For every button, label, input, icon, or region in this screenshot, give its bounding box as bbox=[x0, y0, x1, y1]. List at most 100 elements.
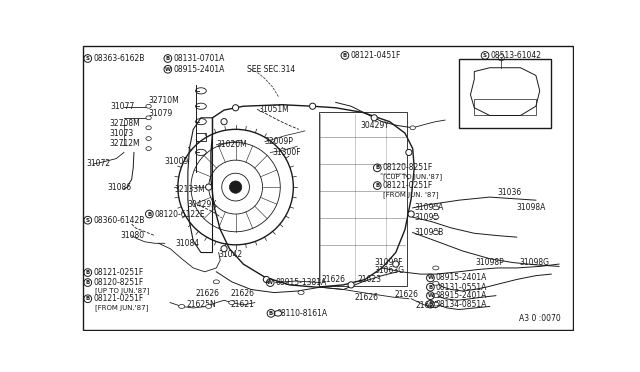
Text: 31098F: 31098F bbox=[374, 258, 403, 267]
Ellipse shape bbox=[213, 280, 220, 284]
Text: 21625: 21625 bbox=[416, 301, 440, 310]
Text: B: B bbox=[147, 212, 152, 217]
Ellipse shape bbox=[433, 231, 439, 234]
Text: 31063G: 31063G bbox=[374, 266, 404, 275]
Text: B: B bbox=[375, 165, 380, 170]
Text: 21621: 21621 bbox=[231, 299, 255, 309]
Text: [FROM JUN.'87]: [FROM JUN.'87] bbox=[95, 304, 149, 311]
Circle shape bbox=[205, 184, 212, 190]
Text: 08131-0701A: 08131-0701A bbox=[173, 54, 225, 63]
Text: 21626: 21626 bbox=[231, 289, 255, 298]
Ellipse shape bbox=[179, 305, 185, 308]
Text: 32009P: 32009P bbox=[265, 137, 294, 146]
Text: A3 0 :0070: A3 0 :0070 bbox=[519, 314, 561, 323]
Text: [UP TO JUN.'87]: [UP TO JUN.'87] bbox=[95, 288, 150, 294]
Text: 08121-0251F: 08121-0251F bbox=[93, 294, 143, 303]
Text: W: W bbox=[267, 280, 273, 285]
Text: B: B bbox=[269, 311, 273, 316]
Ellipse shape bbox=[433, 294, 439, 298]
Circle shape bbox=[406, 150, 412, 155]
Text: 08121-0251F: 08121-0251F bbox=[383, 181, 433, 190]
Text: 31042: 31042 bbox=[219, 250, 243, 259]
Ellipse shape bbox=[146, 126, 151, 130]
Text: B: B bbox=[86, 296, 90, 301]
Ellipse shape bbox=[410, 126, 415, 130]
Text: 31098P: 31098P bbox=[476, 258, 504, 267]
Ellipse shape bbox=[433, 302, 439, 306]
Circle shape bbox=[371, 115, 378, 121]
Ellipse shape bbox=[205, 305, 212, 308]
Ellipse shape bbox=[433, 215, 439, 219]
Text: 08915-2401A: 08915-2401A bbox=[173, 65, 225, 74]
Text: 31300F: 31300F bbox=[273, 148, 301, 157]
Text: 30429X: 30429X bbox=[188, 200, 218, 209]
Text: 32133M: 32133M bbox=[174, 185, 205, 194]
Text: B: B bbox=[343, 53, 347, 58]
Text: 08360-6142B: 08360-6142B bbox=[93, 216, 145, 225]
Bar bbox=[474, 99, 536, 115]
Text: 08120-8251F: 08120-8251F bbox=[383, 163, 433, 172]
Text: 08121-0251F: 08121-0251F bbox=[93, 268, 143, 277]
Text: 3109B: 3109B bbox=[414, 213, 439, 222]
Text: B: B bbox=[428, 285, 433, 290]
Text: 21626: 21626 bbox=[394, 291, 418, 299]
Text: 31020M: 31020M bbox=[216, 140, 247, 149]
Text: [CUP TO JUN.'87]: [CUP TO JUN.'87] bbox=[383, 174, 443, 180]
Text: SEE SEC.314: SEE SEC.314 bbox=[247, 65, 296, 74]
Ellipse shape bbox=[274, 311, 282, 316]
Text: [FROM JUN. '87]: [FROM JUN. '87] bbox=[383, 192, 439, 198]
Bar bbox=[196, 133, 206, 141]
Circle shape bbox=[408, 211, 414, 217]
Text: 32710M: 32710M bbox=[148, 96, 179, 105]
Text: 31077: 31077 bbox=[111, 102, 135, 111]
Text: 31036: 31036 bbox=[497, 188, 522, 197]
Text: B: B bbox=[375, 183, 380, 188]
Text: S: S bbox=[86, 218, 90, 223]
Text: 21623: 21623 bbox=[357, 275, 381, 284]
Text: 08915-2401A: 08915-2401A bbox=[436, 273, 487, 282]
Text: 08513-61042: 08513-61042 bbox=[490, 51, 541, 60]
Text: 30429Y: 30429Y bbox=[360, 121, 389, 130]
Circle shape bbox=[263, 276, 269, 283]
Text: 08110-8161A: 08110-8161A bbox=[276, 309, 328, 318]
Ellipse shape bbox=[228, 301, 235, 305]
Text: S: S bbox=[86, 56, 90, 61]
Text: 31079: 31079 bbox=[148, 109, 173, 118]
Text: W: W bbox=[164, 67, 171, 72]
Circle shape bbox=[310, 103, 316, 109]
Text: 08363-6162B: 08363-6162B bbox=[93, 54, 145, 63]
Ellipse shape bbox=[433, 281, 439, 285]
Ellipse shape bbox=[298, 291, 304, 295]
Text: 21626: 21626 bbox=[322, 275, 346, 284]
Circle shape bbox=[230, 181, 242, 193]
Text: B: B bbox=[428, 302, 433, 307]
Text: 08915-2401A: 08915-2401A bbox=[436, 291, 487, 300]
Text: 31072: 31072 bbox=[86, 160, 110, 169]
Text: 08131-0551A: 08131-0551A bbox=[436, 283, 487, 292]
Text: W: W bbox=[428, 275, 433, 280]
Ellipse shape bbox=[146, 104, 151, 108]
Circle shape bbox=[393, 261, 399, 267]
Text: 31086: 31086 bbox=[108, 183, 132, 192]
Text: 21625N: 21625N bbox=[186, 299, 216, 309]
Text: 31098A: 31098A bbox=[516, 203, 546, 212]
Bar bbox=[459, 58, 551, 128]
Text: 31051M: 31051M bbox=[259, 105, 289, 114]
Ellipse shape bbox=[146, 116, 151, 120]
Text: 21626: 21626 bbox=[354, 294, 378, 302]
Text: 08915-1381A: 08915-1381A bbox=[276, 278, 327, 287]
Text: 31080: 31080 bbox=[120, 231, 144, 240]
Text: 31098G: 31098G bbox=[519, 258, 549, 267]
Text: 21626: 21626 bbox=[196, 289, 220, 298]
Circle shape bbox=[221, 119, 227, 125]
Text: W: W bbox=[428, 293, 433, 298]
Text: B: B bbox=[86, 270, 90, 275]
Text: 31098B: 31098B bbox=[414, 228, 444, 237]
Text: B: B bbox=[166, 56, 170, 61]
Text: B: B bbox=[86, 280, 90, 285]
Text: 31084: 31084 bbox=[175, 239, 200, 248]
Text: 32708M: 32708M bbox=[109, 119, 140, 128]
Ellipse shape bbox=[146, 137, 151, 141]
Bar bbox=[319, 112, 407, 286]
Text: 08121-0451F: 08121-0451F bbox=[350, 51, 401, 60]
